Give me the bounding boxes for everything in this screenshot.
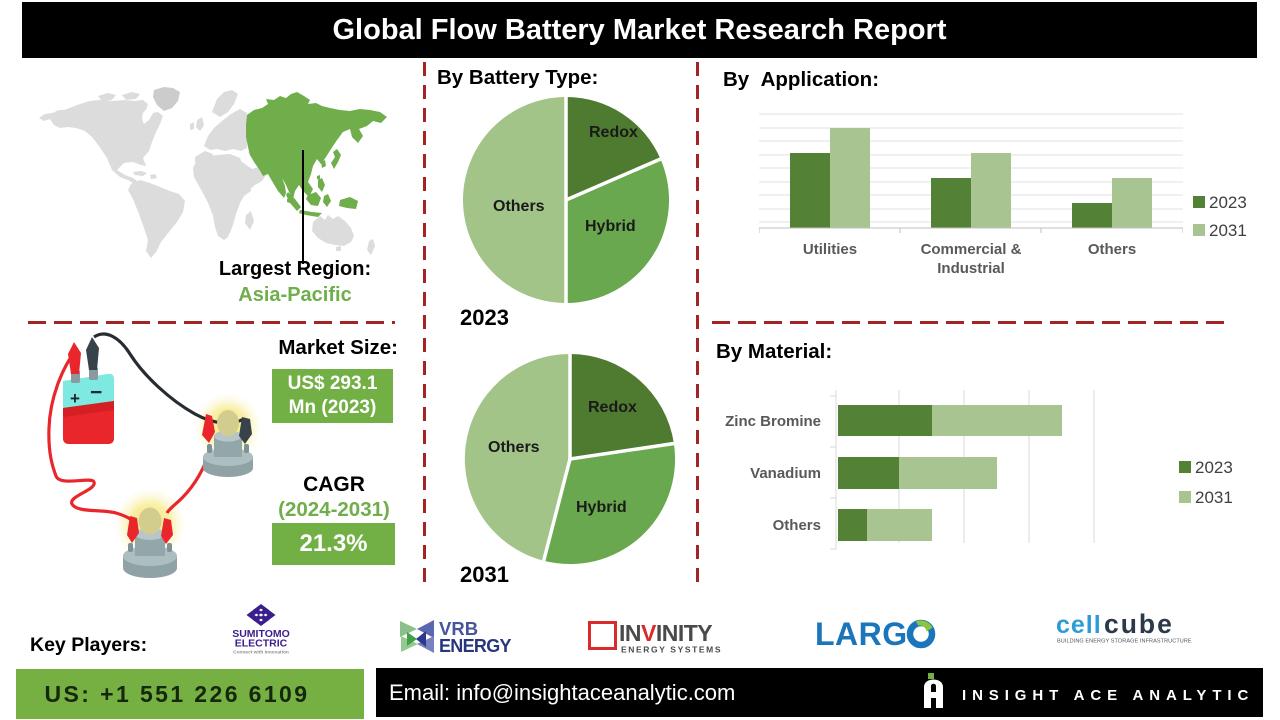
svg-text:−: −: [90, 381, 102, 404]
svg-text:ELECTRIC: ELECTRIC: [235, 638, 288, 650]
svg-text:Utilities: Utilities: [803, 241, 857, 258]
svg-text:Zinc Bromine: Zinc Bromine: [725, 413, 821, 430]
svg-text:Industrial: Industrial: [937, 260, 1005, 277]
svg-text:Redox: Redox: [589, 124, 638, 141]
svg-text:Redox: Redox: [588, 399, 637, 416]
svg-text:LARG: LARG: [815, 616, 908, 650]
svg-text:BUILDING ENERGY STORAGE INFRAS: BUILDING ENERGY STORAGE INFRASTRUCTURE: [1057, 639, 1192, 645]
svg-text:Others: Others: [488, 439, 540, 456]
svg-text:INSIGHT ACE ANALYTIC: INSIGHT ACE ANALYTIC: [962, 687, 1254, 704]
svg-text:ENERGY: ENERGY: [439, 636, 512, 654]
svg-text:cube: cube: [1104, 609, 1174, 639]
svg-text:cell: cell: [1056, 611, 1102, 639]
svg-text:Others: Others: [493, 198, 545, 215]
svg-text:ENERGY SYSTEMS: ENERGY SYSTEMS: [621, 645, 722, 655]
svg-text:Others: Others: [1088, 241, 1136, 258]
svg-text:Connect with Innovation: Connect with Innovation: [233, 650, 289, 656]
svg-text:VRB: VRB: [439, 618, 478, 639]
svg-text:Hybrid: Hybrid: [585, 218, 636, 235]
svg-text:Vanadium: Vanadium: [750, 465, 821, 482]
svg-text:Others: Others: [773, 517, 821, 534]
svg-text:INVINITY: INVINITY: [619, 620, 712, 646]
svg-text:SUMITOMO: SUMITOMO: [232, 628, 290, 640]
svg-text:+: +: [70, 389, 80, 408]
svg-text:Commercial &: Commercial &: [921, 241, 1022, 258]
svg-text:Hybrid: Hybrid: [576, 499, 627, 516]
